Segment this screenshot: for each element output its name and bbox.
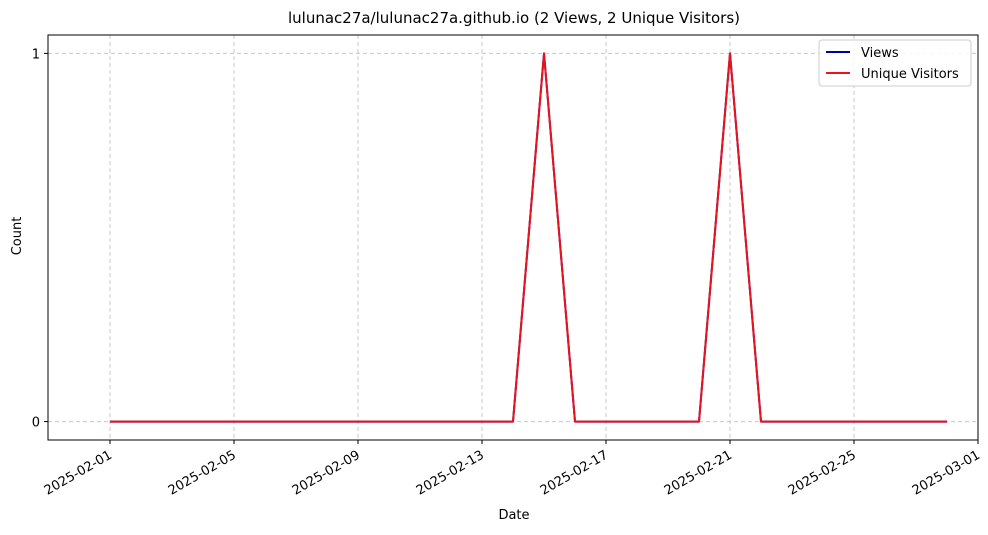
- series-line-unique-visitors: [110, 52, 947, 423]
- x-tick-label: 2025-02-09: [290, 448, 363, 499]
- legend-label: Views: [861, 46, 899, 61]
- legend: Views Unique Visitors: [818, 39, 972, 87]
- x-tick-label: 2025-02-01: [42, 448, 115, 499]
- x-tick-label: 2025-02-05: [166, 448, 239, 499]
- legend-label: Unique Visitors: [861, 67, 959, 82]
- x-axis-ticks: 2025-02-01 2025-02-05 2025-02-09 2025-02-13…: [42, 440, 983, 499]
- legend-box: [818, 39, 972, 87]
- chart-title: lulunac27a/lulunac27a.github.io (2 Views…: [288, 9, 740, 27]
- grid: [48, 35, 979, 440]
- y-tick-label: 1: [32, 47, 40, 62]
- y-tick-label: 0: [32, 416, 40, 431]
- x-tick-label: 2025-02-21: [662, 448, 735, 499]
- series-lines: [110, 52, 947, 423]
- x-axis-label: Date: [498, 508, 529, 523]
- x-tick-label: 2025-02-17: [538, 448, 611, 499]
- plot-frame: [47, 34, 979, 441]
- x-tick-label: 2025-03-01: [910, 448, 983, 499]
- x-tick-label: 2025-02-25: [786, 448, 859, 499]
- y-axis-label: Count: [10, 217, 25, 256]
- y-axis-ticks: 01: [32, 47, 48, 431]
- x-tick-label: 2025-02-13: [414, 448, 487, 499]
